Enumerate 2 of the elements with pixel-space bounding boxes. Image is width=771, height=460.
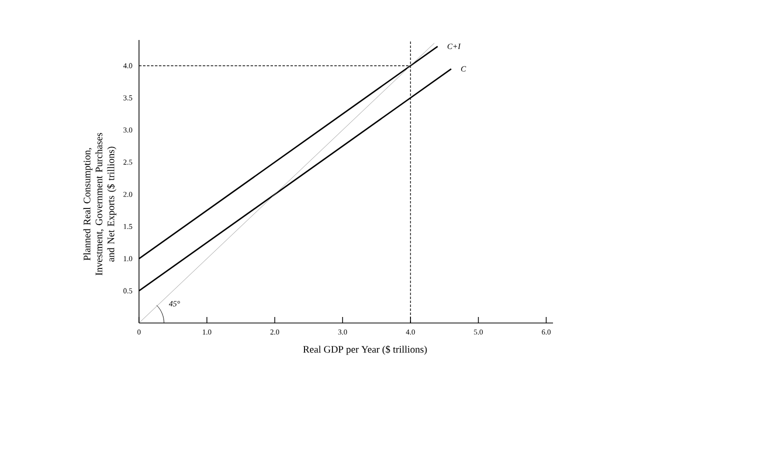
y-axis-title: Planned Real Consumption, Investment, Government Purchases and Net Exports ($ trillions) — [83, 132, 116, 276]
x-axis-title: Real GDP per Year ($ trillions) — [303, 345, 427, 355]
